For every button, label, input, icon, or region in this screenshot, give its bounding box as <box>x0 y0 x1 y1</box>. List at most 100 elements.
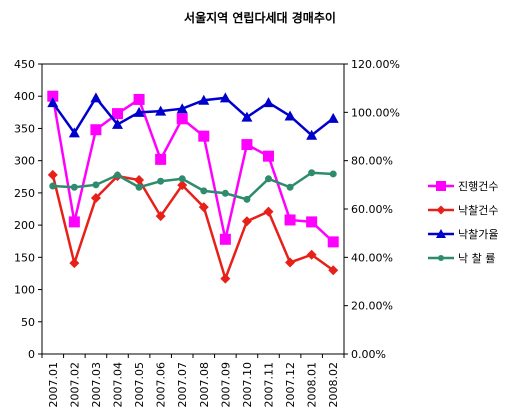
x-axis-tick-label: 2007.03 <box>90 362 103 408</box>
data-point <box>69 258 80 269</box>
legend-marker <box>436 181 446 191</box>
right-axis-tick-label: 80.00% <box>351 155 393 168</box>
data-point <box>327 236 339 248</box>
x-axis-tick-label: 2007.04 <box>112 362 125 408</box>
x-axis-tick-label: 2008.02 <box>327 362 340 408</box>
data-point <box>155 105 167 116</box>
left-axis-tick-label: 350 <box>14 122 35 135</box>
data-point <box>155 153 167 165</box>
series-line <box>52 171 334 201</box>
legend-label: 낙찰건수 <box>458 204 498 217</box>
left-axis-tick-label: 0 <box>28 348 35 361</box>
data-point <box>133 106 145 117</box>
left-axis-tick-label: 400 <box>14 90 35 103</box>
data-point <box>285 257 296 268</box>
left-axis-tick-label: 250 <box>14 187 35 200</box>
series <box>49 169 337 203</box>
data-point <box>284 214 296 226</box>
left-axis-tick-label: 450 <box>14 58 35 71</box>
data-point <box>92 181 100 189</box>
data-point <box>241 139 253 151</box>
legend-label: 낙찰가율 <box>458 228 498 241</box>
right-axis-tick-label: 60.00% <box>351 203 393 216</box>
data-point <box>176 113 188 125</box>
series-line <box>51 174 334 283</box>
data-point <box>112 118 123 129</box>
data-point <box>90 193 101 204</box>
data-point <box>177 180 188 191</box>
right-axis-tick-label: 40.00% <box>351 251 393 264</box>
right-axis-tick-label: 100.00% <box>351 106 400 119</box>
data-point <box>243 195 251 203</box>
data-point <box>306 249 317 260</box>
series <box>47 169 339 284</box>
x-axis-tick-label: 2007.09 <box>219 362 232 408</box>
data-point <box>90 92 102 103</box>
chart-title: 서울지역 연립다세대 경매추이 <box>184 10 336 25</box>
data-point <box>47 169 58 180</box>
data-point <box>241 111 253 122</box>
data-point <box>329 170 337 178</box>
x-axis-tick-label: 2007.10 <box>241 362 254 408</box>
legend-label: 진행건수 <box>458 180 498 193</box>
data-point <box>198 94 210 105</box>
data-point <box>219 92 231 103</box>
axes: 0 50 100 150 200 250 300 350 400 450 0.00% 20.00% 40… <box>14 58 400 408</box>
right-axis-tick-label: 20.00% <box>351 300 393 313</box>
series-layer <box>47 90 339 284</box>
left-axis-tick-label: 100 <box>14 284 35 297</box>
data-point <box>178 175 186 183</box>
x-axis-tick-label: 2007.02 <box>68 362 81 408</box>
left-axis-tick-label: 150 <box>14 251 35 264</box>
data-point <box>47 97 59 108</box>
series <box>47 90 339 248</box>
data-point <box>221 189 229 197</box>
data-point <box>308 169 316 177</box>
data-point <box>306 216 318 228</box>
data-point <box>133 93 145 105</box>
data-point <box>135 183 143 191</box>
left-axis-tick-label: 50 <box>21 316 35 329</box>
data-point <box>263 206 274 217</box>
x-axis-tick-label: 2007.01 <box>47 362 60 408</box>
plot-area-frame <box>41 63 345 355</box>
data-point <box>241 216 252 227</box>
x-axis-tick-label: 2008.01 <box>306 362 319 408</box>
left-axis-tick-label: 200 <box>14 219 35 232</box>
x-axis-tick-label: 2007.07 <box>176 362 189 408</box>
data-point <box>112 108 123 120</box>
data-point <box>263 150 274 162</box>
x-axis-tick-label: 2007.06 <box>155 362 168 408</box>
right-axis-tick-label: 0.00% <box>351 348 386 361</box>
data-point <box>198 130 210 142</box>
data-point <box>327 112 339 123</box>
data-point <box>114 171 121 179</box>
data-point <box>200 187 208 195</box>
legend-marker <box>438 255 444 261</box>
data-point <box>70 183 78 191</box>
data-point <box>219 233 231 245</box>
data-point <box>68 216 80 228</box>
data-point <box>328 265 339 276</box>
data-point <box>306 129 318 140</box>
series <box>47 92 339 140</box>
x-axis-tick-label: 2007.12 <box>284 362 297 408</box>
data-point <box>286 183 294 191</box>
data-point <box>198 202 209 213</box>
data-point <box>47 90 59 102</box>
data-point <box>68 127 80 138</box>
data-point <box>90 124 102 136</box>
legend-label: 낙 찰 률 <box>458 252 495 265</box>
legend-marker <box>436 205 446 215</box>
data-point <box>176 103 188 114</box>
left-axis-tick-label: 300 <box>14 155 35 168</box>
data-point <box>284 110 296 121</box>
right-axis-tick-label: 120.00% <box>351 58 400 71</box>
data-point <box>49 182 57 190</box>
data-point <box>265 175 272 183</box>
legend-marker <box>436 229 446 238</box>
data-point <box>155 211 166 222</box>
data-point <box>220 273 231 284</box>
